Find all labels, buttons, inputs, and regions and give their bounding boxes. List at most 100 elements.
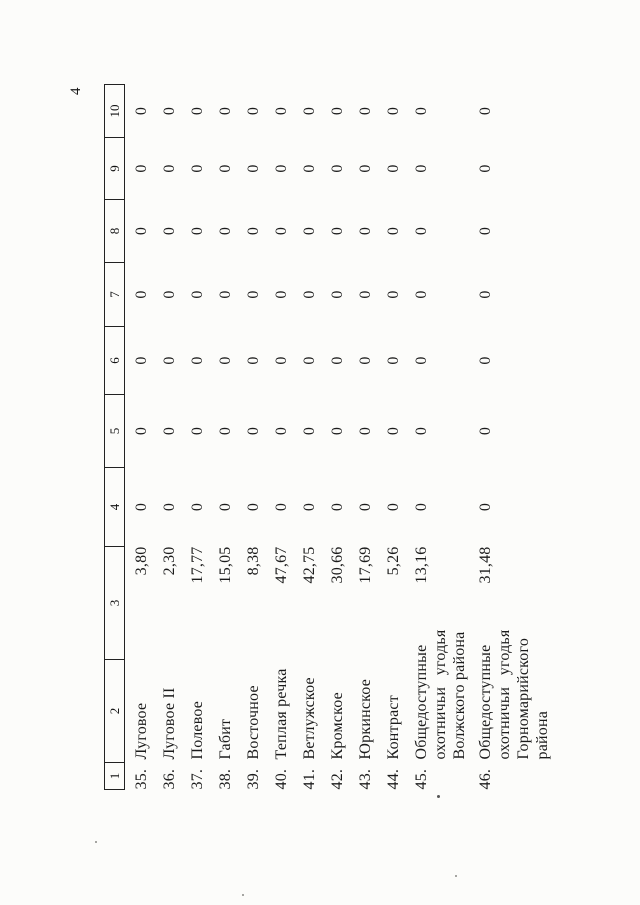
- zero-value: 0: [133, 290, 150, 299]
- zero-value: 0: [272, 164, 290, 173]
- ground-name-cell: Ветлужское: [293, 660, 321, 763]
- zero-value: 0: [216, 226, 234, 236]
- zero-value: 0: [328, 356, 346, 365]
- zero-value: 0: [356, 290, 374, 299]
- row-number: 43.: [356, 768, 374, 790]
- zero-value: 0: [188, 426, 206, 436]
- zero-value: 0: [328, 426, 346, 436]
- zero-value: 0: [272, 106, 290, 116]
- row-number: 37.: [188, 768, 206, 790]
- ground-name-cell: Общедоступные охотничьи угодья Волжского…: [405, 630, 469, 763]
- page-number: 4: [68, 87, 84, 96]
- ground-name-cell: Теплая речка: [265, 660, 293, 763]
- zero-value: 0: [384, 106, 402, 116]
- ground-name-cell: Полевое: [181, 660, 209, 763]
- zero-value: 0: [244, 226, 262, 236]
- table-row: 43. Юркинское 17,69 0 0 0 0 0 0 0: [349, 85, 377, 790]
- area-value: 30,66: [328, 546, 346, 584]
- ground-name-cell: Восточное: [237, 660, 265, 763]
- zero-value: 0: [244, 164, 262, 173]
- row-number: 40.: [272, 768, 290, 790]
- ground-name-cell: Контраст: [377, 660, 405, 763]
- zero-value: 0: [160, 426, 178, 436]
- zero-value: 0: [356, 106, 374, 116]
- zero-value: 0: [412, 426, 430, 436]
- ground-name-cell: Юркинское: [349, 660, 377, 763]
- zero-value: 0: [412, 502, 430, 512]
- zero-value: 0: [356, 502, 374, 512]
- column-header: 3: [104, 546, 125, 660]
- zero-value: 0: [300, 164, 318, 173]
- zero-value: 0: [476, 106, 494, 116]
- ground-name-cell: Габит: [209, 660, 237, 763]
- zero-value: 0: [160, 164, 178, 173]
- area-value: 8,38: [244, 546, 262, 576]
- hunting-grounds-table: 1 2 3 4 5 6 7 8 9 10 35. Луговое 3,80 0 0 0 0 0 0 0 36. Луго…: [104, 84, 552, 790]
- zero-value: 0: [328, 226, 346, 236]
- scan-speck: [95, 841, 97, 843]
- column-header: 2: [104, 659, 125, 763]
- area-value: 17,77: [188, 546, 206, 584]
- area-value: 17,69: [356, 546, 374, 584]
- zero-value: 0: [356, 356, 374, 365]
- zero-value: 0: [476, 164, 494, 173]
- area-value: 3,80: [133, 546, 150, 576]
- zero-value: 0: [133, 164, 150, 173]
- ground-name-cell: Луговое II: [153, 660, 181, 763]
- zero-value: 0: [300, 502, 318, 512]
- zero-value: 0: [272, 356, 290, 365]
- zero-value: 0: [244, 356, 262, 365]
- zero-value: 0: [384, 356, 402, 365]
- zero-value: 0: [244, 290, 262, 299]
- row-number: 38.: [216, 768, 234, 790]
- zero-value: 0: [160, 106, 178, 116]
- zero-value: 0: [244, 426, 262, 436]
- zero-value: 0: [272, 426, 290, 436]
- scan-speck: [455, 875, 457, 877]
- zero-value: 0: [384, 426, 402, 436]
- zero-value: 0: [356, 426, 374, 436]
- zero-value: 0: [412, 290, 430, 299]
- row-number: 39.: [244, 768, 262, 790]
- area-value: 42,75: [300, 546, 318, 584]
- zero-value: 0: [160, 226, 178, 236]
- table-row: 36. Луговое II 2,30 0 0 0 0 0 0 0: [153, 85, 181, 790]
- zero-value: 0: [188, 290, 206, 299]
- zero-value: 0: [476, 502, 494, 512]
- column-header: 10: [104, 84, 125, 138]
- zero-value: 0: [188, 502, 206, 512]
- zero-value: 0: [328, 164, 346, 173]
- zero-value: 0: [188, 226, 206, 236]
- zero-value: 0: [272, 226, 290, 236]
- zero-value: 0: [160, 290, 178, 299]
- ground-name: Общедоступные охотничьи угодья Волжского…: [412, 629, 468, 760]
- zero-value: 0: [356, 164, 374, 173]
- zero-value: 0: [356, 226, 374, 236]
- zero-value: 0: [328, 502, 346, 512]
- zero-value: 0: [244, 106, 262, 116]
- area-value: 5,26: [384, 546, 402, 576]
- zero-value: 0: [300, 290, 318, 299]
- zero-value: 0: [384, 290, 402, 299]
- zero-value: 0: [328, 106, 346, 116]
- zero-value: 0: [133, 502, 150, 512]
- zero-value: 0: [384, 226, 402, 236]
- table-row: 35. Луговое 3,80 0 0 0 0 0 0 0: [125, 85, 153, 790]
- ground-name-cell: Луговое: [125, 660, 153, 763]
- zero-value: 0: [133, 226, 150, 236]
- header-row: 1 2 3 4 5 6 7 8 9 10: [104, 84, 125, 790]
- zero-value: 0: [476, 226, 494, 236]
- row-number: 44.: [384, 768, 402, 790]
- table-row: 41. Ветлужское 42,75 0 0 0 0 0 0 0: [293, 85, 321, 790]
- zero-value: 0: [412, 356, 430, 365]
- table-row: 42. Кромское 30,66 0 0 0 0 0 0 0: [321, 85, 349, 790]
- table-row: 44. Контраст 5,26 0 0 0 0 0 0 0: [377, 85, 405, 790]
- row-number: 36.: [160, 768, 178, 790]
- zero-value: 0: [216, 290, 234, 299]
- zero-value: 0: [272, 290, 290, 299]
- row-number: 46.: [476, 768, 494, 790]
- column-header: 9: [104, 137, 125, 200]
- row-number: 42.: [328, 768, 346, 790]
- row-number: 35.: [133, 768, 150, 790]
